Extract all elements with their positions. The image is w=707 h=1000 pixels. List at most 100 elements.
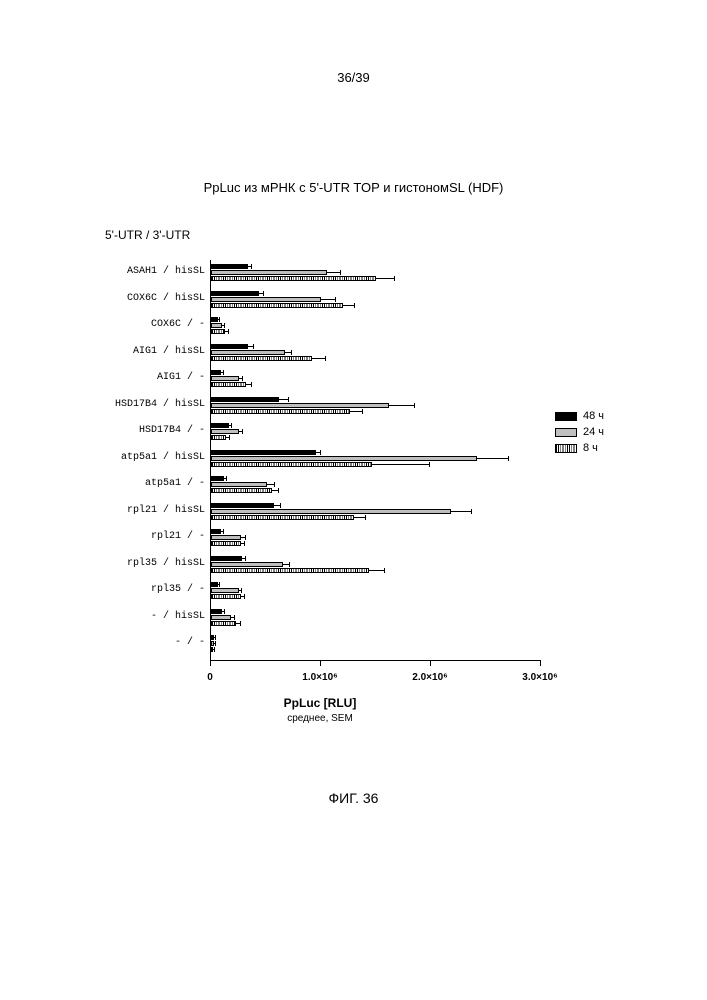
legend-swatch [555,428,577,437]
category-label: rpl21 / - [100,531,205,542]
x-tick [320,660,321,666]
figure-caption: ФИГ. 36 [329,790,379,806]
category-label: ASAH1 / hisSL [100,266,205,277]
error-bar [248,264,250,269]
error-bar [477,456,508,461]
error-bar [267,482,274,487]
category-label: COX6C / - [100,319,205,330]
error-bar [241,541,244,546]
error-bar [236,621,239,626]
bar [211,615,231,620]
error-bar [246,382,251,387]
error-bar [312,356,325,361]
legend-item: 8 ч [555,442,604,454]
error-bar [231,615,234,620]
bar [211,350,285,355]
x-tick [540,660,541,666]
error-bar [222,323,224,328]
x-axis-subtitle: среднее, SEM [287,713,353,724]
bar [211,562,283,567]
x-tick-label: 3.0×10⁶ [522,672,557,683]
bar [211,635,214,640]
bar [211,409,350,414]
bar [211,370,221,375]
plot-area [210,260,541,661]
error-bar [214,635,215,640]
bar [211,529,221,534]
category-label: AIG1 / - [100,372,205,383]
bar [211,303,343,308]
legend-swatch [555,412,577,421]
error-bar [239,429,243,434]
legend-item: 24 ч [555,426,604,438]
error-bar [376,276,394,281]
bar [211,291,259,296]
bar [211,462,372,467]
bar [211,515,354,520]
y-axis-title: 5'-UTR / 3'-UTR [105,228,190,242]
error-bar [224,476,226,481]
error-bar [226,435,228,440]
error-bar [214,641,215,646]
legend-swatch [555,444,577,453]
bar [211,276,376,281]
x-tick-label: 0 [207,672,213,683]
error-bar [389,403,414,408]
error-bar [327,270,340,275]
bar [211,568,369,573]
error-bar [225,329,228,334]
category-label: rpl35 / - [100,584,205,595]
error-bar [272,488,278,493]
error-bar [241,535,245,540]
error-bar [283,562,290,567]
error-bar [343,303,354,308]
error-bar [285,350,292,355]
bar [211,450,316,455]
bar [211,344,248,349]
category-label: rpl21 / hisSL [100,505,205,516]
x-tick [210,660,211,666]
bar [211,641,214,646]
bar [211,397,279,402]
error-bar [222,609,224,614]
legend-item: 48 ч [555,410,604,422]
error-bar [218,317,219,322]
bar [211,329,225,334]
bar [211,488,272,493]
bar [211,456,477,461]
category-label: - / - [100,637,205,648]
bar [211,382,246,387]
error-bar [248,344,252,349]
bar [211,264,248,269]
error-bar [218,582,219,587]
x-tick-label: 2.0×10⁶ [412,672,447,683]
bar [211,270,327,275]
error-bar [259,291,262,296]
bar [211,588,239,593]
legend-label: 24 ч [583,426,604,438]
error-bar [239,376,243,381]
error-bar [221,529,223,534]
bar [211,509,451,514]
error-bar [350,409,362,414]
category-label: HSD17B4 / - [100,425,205,436]
category-label: HSD17B4 / hisSL [100,399,205,410]
chart: PpLuc [RLU] среднее, SEM 01.0×10⁶2.0×10⁶… [100,260,540,690]
error-bar [372,462,429,467]
error-bar [279,397,288,402]
bar [211,317,218,322]
bar [211,323,222,328]
bar [211,435,226,440]
category-label: - / hisSL [100,611,205,622]
error-bar [321,297,335,302]
bar [211,609,222,614]
bar [211,621,236,626]
x-axis-title: PpLuc [RLU] [284,696,357,710]
error-bar [354,515,365,520]
category-label: atp5a1 / hisSL [100,452,205,463]
bar [211,541,241,546]
category-label: AIG1 / hisSL [100,346,205,357]
error-bar [242,556,245,561]
category-label: atp5a1 / - [100,478,205,489]
bar [211,476,224,481]
